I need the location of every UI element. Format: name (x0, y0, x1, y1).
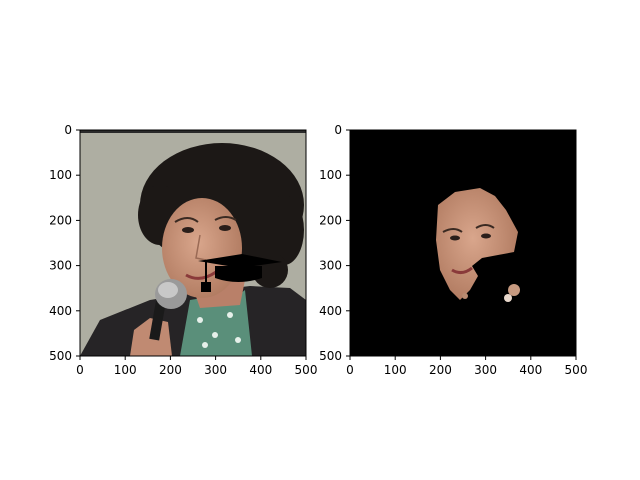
right-x-tick-label: 100 (384, 363, 407, 377)
right-axis-ticks: 0 100 200 300 400 500 0 100 200 300 400 500 (319, 123, 587, 377)
right-image-axes: 0 100 200 300 400 500 0 100 200 300 400 500 (319, 123, 587, 377)
photo-image (80, 130, 306, 356)
right-axes-frame (349, 129, 577, 357)
left-x-tick-label: 500 (295, 363, 318, 377)
right-x-tick-label: 400 (519, 363, 542, 377)
right-x-tick-label: 0 (346, 363, 354, 377)
right-x-tick-label: 500 (565, 363, 588, 377)
left-axis-ticks: 0 100 200 300 400 500 0 100 200 300 400 500 (49, 123, 317, 377)
left-y-tick-label: 0 (64, 123, 72, 137)
left-y-tick-label: 200 (49, 213, 72, 227)
left-y-tick-label: 100 (49, 168, 72, 182)
left-x-tick-label: 0 (76, 363, 84, 377)
mask-image (350, 130, 576, 356)
right-y-tick-label: 400 (319, 304, 342, 318)
left-x-tick-label: 100 (114, 363, 137, 377)
left-x-tick-label: 200 (159, 363, 182, 377)
right-y-tick-label: 200 (319, 213, 342, 227)
right-x-tick-label: 200 (429, 363, 452, 377)
left-y-tick-label: 400 (49, 304, 72, 318)
right-y-tick-label: 100 (319, 168, 342, 182)
right-y-tick-label: 0 (334, 123, 342, 137)
right-y-tick-label: 500 (319, 349, 342, 363)
graduation-cap-icon (198, 254, 282, 292)
left-x-tick-label: 300 (204, 363, 227, 377)
left-axes-frame (79, 129, 307, 357)
left-y-tick-label: 500 (49, 349, 72, 363)
right-x-tick-label: 300 (474, 363, 497, 377)
right-y-tick-label: 300 (319, 259, 342, 273)
left-y-tick-label: 300 (49, 259, 72, 273)
left-x-tick-label: 400 (249, 363, 272, 377)
left-image-axes: 0 100 200 300 400 500 0 100 200 300 400 500 (49, 123, 317, 377)
